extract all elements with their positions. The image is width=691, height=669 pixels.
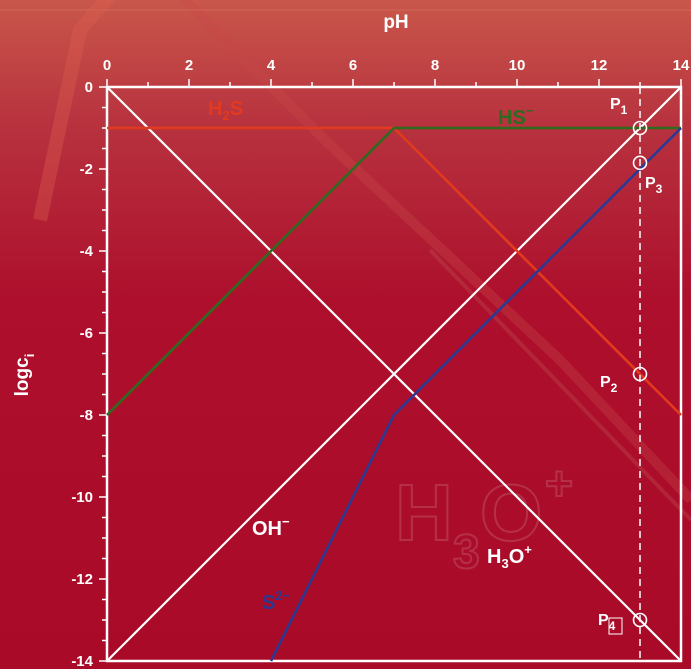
series-line-hs xyxy=(106,126,681,416)
species-labels: H2S HS− S2− OH− H3O+ xyxy=(208,98,534,614)
y-axis-title-main: logc xyxy=(12,357,33,396)
y-tick-label: -14 xyxy=(71,653,93,669)
axes: 0 2 4 6 8 10 12 14 0 -2 -4 -6 -8 -10 -12 -14 xyxy=(71,57,690,669)
x-tick-label: 14 xyxy=(673,57,690,74)
y-tick-label: -8 xyxy=(80,407,93,424)
series-line-h2s xyxy=(107,126,682,416)
label-p3: P3 xyxy=(645,175,663,196)
points-layer xyxy=(632,120,648,628)
watermark-sup: + xyxy=(545,458,573,511)
y-tick-label: -2 xyxy=(80,161,93,178)
point-marker-p4 xyxy=(632,612,648,628)
y-tick-label: -10 xyxy=(71,489,93,506)
x-axis-title: pH xyxy=(383,12,408,33)
y-tick-label: -12 xyxy=(71,571,93,588)
axis-tick-labels: 0 2 4 6 8 10 12 14 0 -2 -4 -6 -8 -10 -12 -14 xyxy=(71,57,690,669)
label-s2: S2− xyxy=(262,588,291,614)
label-p4: P4 xyxy=(598,612,616,633)
series-layer xyxy=(106,86,682,662)
x-tick-label: 8 xyxy=(431,57,439,74)
point-marker-p1 xyxy=(632,120,648,136)
series-line-s2 xyxy=(269,127,682,662)
y-axis-title: logci xyxy=(12,354,37,397)
watermark-sub: 3 xyxy=(453,526,480,579)
x-tick-label: 10 xyxy=(509,57,526,74)
point-marker-p2 xyxy=(632,366,648,382)
y-axis-title-sub: i xyxy=(22,354,37,358)
label-oh: OH− xyxy=(252,514,290,540)
label-p4-sub-box xyxy=(608,617,623,635)
x-tick-label: 0 xyxy=(103,57,111,74)
x-tick-label: 2 xyxy=(185,57,193,74)
y-tick-label: -6 xyxy=(80,325,93,342)
y-tick-label: 0 xyxy=(85,79,93,96)
label-hs: HS− xyxy=(498,103,534,129)
watermark-h3o: H 3 O + xyxy=(394,457,574,580)
label-h3o: H3O+ xyxy=(487,542,532,571)
label-h2s: H2S xyxy=(208,98,243,123)
watermark-main: H xyxy=(395,468,453,557)
point-marker-p3 xyxy=(632,155,648,171)
series-line-h3o xyxy=(106,86,682,662)
svg-text:logci: logci xyxy=(12,354,37,397)
x-tick-label: 6 xyxy=(349,57,357,74)
point-labels: P1 P3 P2 P4 xyxy=(598,96,663,635)
label-p2: P2 xyxy=(600,374,618,395)
label-p1: P1 xyxy=(610,96,628,117)
x-tick-label: 4 xyxy=(267,57,276,74)
y-tick-label: -4 xyxy=(80,243,94,260)
axis-ticks xyxy=(99,79,682,662)
background-decoration xyxy=(0,0,691,522)
x-tick-label: 12 xyxy=(591,57,608,74)
